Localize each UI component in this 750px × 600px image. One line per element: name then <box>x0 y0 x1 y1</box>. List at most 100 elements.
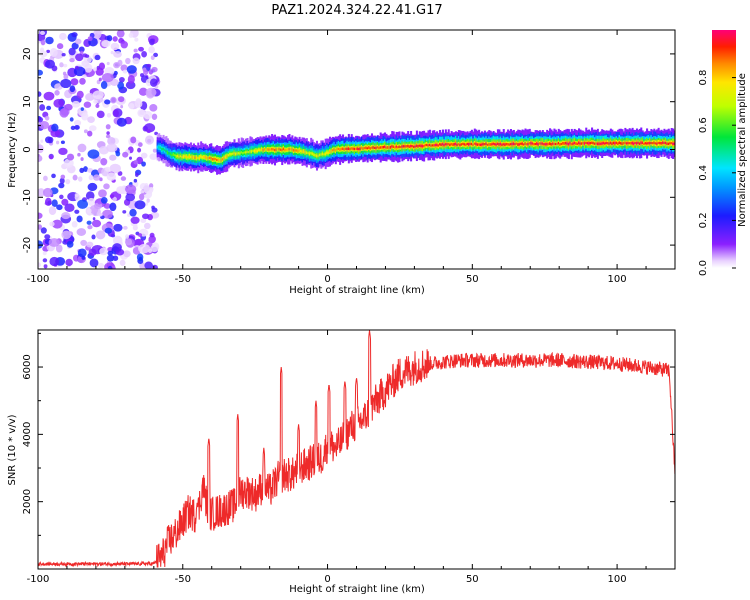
ridge-cell <box>381 146 384 149</box>
noise-blob <box>62 71 67 76</box>
ridge-cell <box>249 150 252 153</box>
ridge-cell <box>439 143 442 146</box>
ridge-cell <box>211 158 214 161</box>
ridge-cell <box>301 150 304 154</box>
ridge-cell <box>382 145 385 149</box>
ridge-cell <box>298 149 301 152</box>
ridge-cell <box>359 147 362 151</box>
ridge-cell <box>362 147 365 150</box>
ridge-cell <box>368 146 371 149</box>
ridge-cell <box>441 143 444 146</box>
ridge-cell <box>315 154 319 157</box>
noise-blob <box>38 154 43 163</box>
ridge-cell <box>376 146 379 149</box>
ridge-cell <box>344 147 347 151</box>
ridge-cell <box>452 143 455 147</box>
noise-blob <box>43 264 48 269</box>
snr-series-line <box>38 330 675 568</box>
ridge-cell <box>159 146 162 149</box>
noise-blob <box>100 81 108 90</box>
noise-blob <box>99 247 108 256</box>
noise-blob <box>42 187 53 198</box>
ridge-cell <box>473 142 476 145</box>
noise-blob <box>51 173 56 179</box>
noise-blob <box>128 102 135 110</box>
ridge-cell <box>530 141 533 145</box>
noise-blob <box>59 32 67 41</box>
ridge-cell <box>349 147 352 151</box>
noise-blob <box>107 136 116 146</box>
noise-blob <box>75 53 84 62</box>
noise-blob <box>76 215 83 223</box>
ridge-cell <box>544 143 547 146</box>
ridge-cell <box>385 146 388 149</box>
ridge-cell <box>355 147 358 151</box>
noise-blob <box>150 245 159 253</box>
noise-blob <box>69 85 76 93</box>
ridge-cell <box>492 142 495 145</box>
ridge-cell <box>334 149 337 152</box>
noise-blob <box>109 154 117 161</box>
noise-blob <box>87 224 93 230</box>
ridge-cell <box>330 150 333 153</box>
noise-blob <box>44 115 50 121</box>
ridge-cell <box>569 141 572 145</box>
ridge-cell <box>268 148 271 151</box>
ridge-cell <box>501 143 504 147</box>
noise-blob <box>59 194 64 200</box>
ridge-cell <box>648 142 651 145</box>
noise-blob <box>130 136 137 144</box>
ridge-cell <box>586 142 589 145</box>
ridge-cell <box>326 151 329 154</box>
snr-x-tick-label: -100 <box>27 574 50 585</box>
noise-blob <box>113 62 121 69</box>
snr-x-tick-label: -50 <box>175 574 191 585</box>
ridge-cell <box>428 143 431 147</box>
ridge-cell <box>310 151 313 155</box>
ridge-cell <box>496 142 499 145</box>
ridge-cell <box>592 141 595 145</box>
ridge-cell <box>166 151 169 154</box>
ridge-cell <box>537 143 540 146</box>
ridge-cell <box>191 155 194 159</box>
noise-blob <box>143 123 156 133</box>
noise-blob <box>54 90 60 96</box>
ridge-cell <box>657 141 660 144</box>
spectrogram-ridge <box>156 127 675 175</box>
ridge-cell <box>398 145 401 148</box>
ridge-cell <box>245 151 248 154</box>
noise-blob <box>138 256 143 261</box>
noise-blob <box>63 158 74 168</box>
noise-blob <box>96 110 105 119</box>
noise-blob <box>98 189 107 198</box>
ridge-cell <box>285 148 288 152</box>
noise-blob <box>62 63 68 68</box>
noise-blob <box>45 36 54 45</box>
noise-blob <box>77 143 87 153</box>
colorbar-tick-label: 0.0 <box>698 260 709 276</box>
ridge-cell <box>313 153 316 156</box>
ridge-cell <box>384 145 387 148</box>
noise-blob <box>55 140 60 145</box>
ridge-cell <box>595 142 598 145</box>
ridge-cell <box>653 141 656 145</box>
ridge-cell <box>533 142 536 146</box>
noise-blob <box>59 62 64 68</box>
noise-blob <box>120 40 128 49</box>
ridge-cell <box>579 142 582 145</box>
ridge-cell <box>423 144 426 148</box>
noise-blob <box>106 113 112 118</box>
ridge-cell <box>350 147 353 150</box>
noise-blob <box>49 47 58 57</box>
noise-blob <box>148 183 154 189</box>
ridge-cell <box>292 148 295 152</box>
noise-blob <box>126 65 137 74</box>
ridge-cell <box>172 153 175 156</box>
ridge-cell <box>650 142 653 145</box>
noise-blob <box>98 212 103 217</box>
ridge-cell <box>453 142 456 146</box>
noise-blob <box>61 198 69 206</box>
spectrogram-x-tick-label: 0 <box>324 274 330 285</box>
ridge-cell <box>281 148 284 152</box>
